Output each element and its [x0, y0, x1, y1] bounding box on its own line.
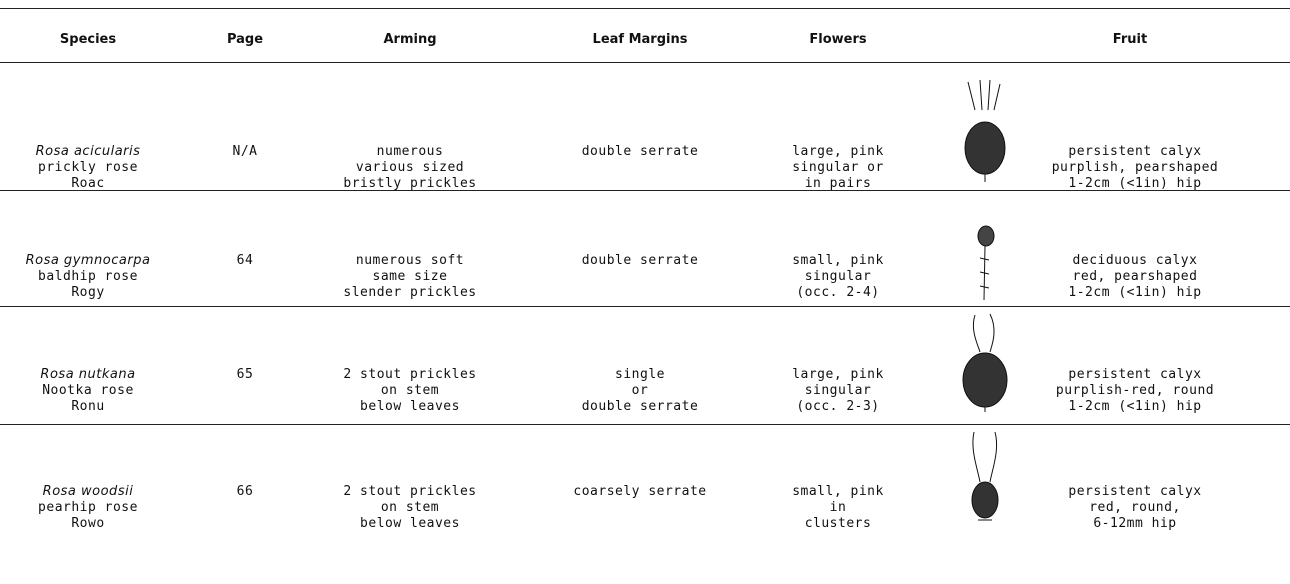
cell-line: large, pink: [792, 144, 884, 159]
cell-line: clusters: [804, 516, 872, 531]
fruit-drawing: [962, 313, 1008, 412]
cell-line: Rosa gymnocarpa: [25, 253, 151, 268]
rule: [0, 62, 1290, 63]
cell-line: small, pink: [792, 484, 884, 499]
arming-cell: numerous soft same size slender prickles: [343, 253, 476, 301]
cell-line: persistent calyx: [1068, 367, 1202, 382]
cell-line: in pairs: [804, 176, 872, 191]
cell-line: (occ. 2-4): [796, 285, 880, 300]
fruit-cell: deciduous calyx red, pearshaped 1-2cm (<1i…: [1068, 253, 1201, 301]
cell-line: red, round,: [1089, 500, 1181, 515]
page-cell: N/A: [232, 144, 258, 159]
flowers-cell: small, pink in clusters: [792, 484, 884, 532]
cell-line: single: [615, 367, 665, 382]
fruit-cell: persistent calyx purplish-red, round 1-2cm…: [1056, 367, 1214, 415]
rule: [0, 190, 1290, 191]
column-header: Flowers: [809, 32, 867, 47]
cell-line: slender prickles: [343, 285, 477, 300]
cell-line: 6-12mm hip: [1093, 516, 1177, 531]
cell-line: Rosa nutkana: [40, 367, 136, 382]
cell-line: deciduous calyx: [1072, 253, 1198, 268]
cell-line: Rosa acicularis: [35, 144, 141, 159]
cell-line: Nootka rose: [42, 383, 134, 398]
cell-line: red, pearshaped: [1072, 269, 1198, 284]
cell-line: baldhip rose: [38, 269, 138, 284]
cell-line: purplish-red, round: [1055, 383, 1215, 398]
arming-cell: 2 stout prickles on stem below leaves: [343, 367, 476, 415]
flowers-cell: small, pink singular (occ. 2-4): [792, 253, 884, 301]
species-cell: Rosa gymnocarpa baldhip rose Rogy: [26, 253, 151, 301]
column-header: Arming: [383, 32, 437, 47]
rule: [0, 8, 1290, 9]
page-cell: 66: [236, 484, 254, 499]
cell-line: double serrate: [581, 253, 699, 268]
species-cell: Rosa acicularis prickly rose Roac: [36, 144, 141, 192]
cell-line: singular: [804, 269, 872, 284]
cell-line: coarsely serrate: [573, 484, 707, 499]
cell-line: (occ. 2-3): [796, 399, 880, 414]
leaf-margins-cell: coarsely serrate: [573, 484, 706, 500]
cell-line: numerous soft: [355, 253, 465, 268]
cell-line: below leaves: [360, 399, 460, 414]
cell-line: various sized: [355, 160, 465, 175]
cell-line: singular: [804, 383, 872, 398]
cell-line: on stem: [380, 500, 440, 515]
cell-line: singular or: [792, 160, 884, 175]
cell-line: Rowo: [71, 516, 105, 531]
column-header: Page: [226, 32, 264, 47]
cell-line: Roac: [71, 176, 105, 191]
arming-cell: numerous various sized bristly prickles: [343, 144, 476, 192]
cell-line: small, pink: [792, 253, 884, 268]
cell-line: Rogy: [71, 285, 105, 300]
cell-line: 1-2cm (<1in) hip: [1068, 176, 1202, 191]
cell-line: 2 stout prickles: [343, 484, 477, 499]
page-cell: 64: [236, 253, 254, 268]
leaf-margins-cell: single or double serrate: [582, 367, 699, 415]
cell-line: persistent calyx: [1068, 484, 1202, 499]
fruit-cell: persistent calyx red, round, 6-12mm hip: [1068, 484, 1201, 532]
leaf-margins-cell: double serrate: [582, 144, 699, 160]
cell-line: purplish, pearshaped: [1051, 160, 1219, 175]
cell-line: double serrate: [581, 144, 699, 159]
cell-line: below leaves: [360, 516, 460, 531]
cell-line: 2 stout prickles: [343, 367, 477, 382]
arming-cell: 2 stout prickles on stem below leaves: [343, 484, 476, 532]
leaf-margins-cell: double serrate: [582, 253, 699, 269]
cell-line: on stem: [380, 383, 440, 398]
fruit-cell: persistent calyx purplish, pearshaped 1-2c…: [1052, 144, 1219, 192]
cell-line: Ronu: [71, 399, 105, 414]
page-cell: 65: [236, 367, 254, 382]
cell-line: double serrate: [581, 399, 699, 414]
column-header: Fruit: [1112, 32, 1148, 47]
cell-line: in: [829, 500, 847, 515]
cell-line: Rosa woodsii: [42, 484, 134, 499]
cell-line: prickly rose: [38, 160, 138, 175]
fruit-drawing: [971, 431, 999, 521]
fruit-drawing: [977, 225, 995, 301]
cell-line: bristly prickles: [343, 176, 477, 191]
column-header: Leaf Margins: [592, 32, 688, 47]
cell-line: same size: [372, 269, 448, 284]
fruit-drawing: [964, 79, 1006, 182]
species-cell: Rosa nutkana Nootka rose Ronu: [40, 367, 135, 415]
flowers-cell: large, pink singular or in pairs: [792, 144, 884, 192]
flowers-cell: large, pink singular (occ. 2-3): [792, 367, 884, 415]
rule: [0, 424, 1290, 425]
cell-line: pearhip rose: [38, 500, 138, 515]
cell-line: or: [631, 383, 649, 398]
species-cell: Rosa woodsii pearhip rose Rowo: [38, 484, 138, 532]
cell-line: numerous: [376, 144, 444, 159]
cell-line: 1-2cm (<1in) hip: [1068, 285, 1202, 300]
rule: [0, 306, 1290, 307]
cell-line: persistent calyx: [1068, 144, 1202, 159]
cell-line: 1-2cm (<1in) hip: [1068, 399, 1202, 414]
column-header: Species: [59, 32, 117, 47]
cell-line: large, pink: [792, 367, 884, 382]
